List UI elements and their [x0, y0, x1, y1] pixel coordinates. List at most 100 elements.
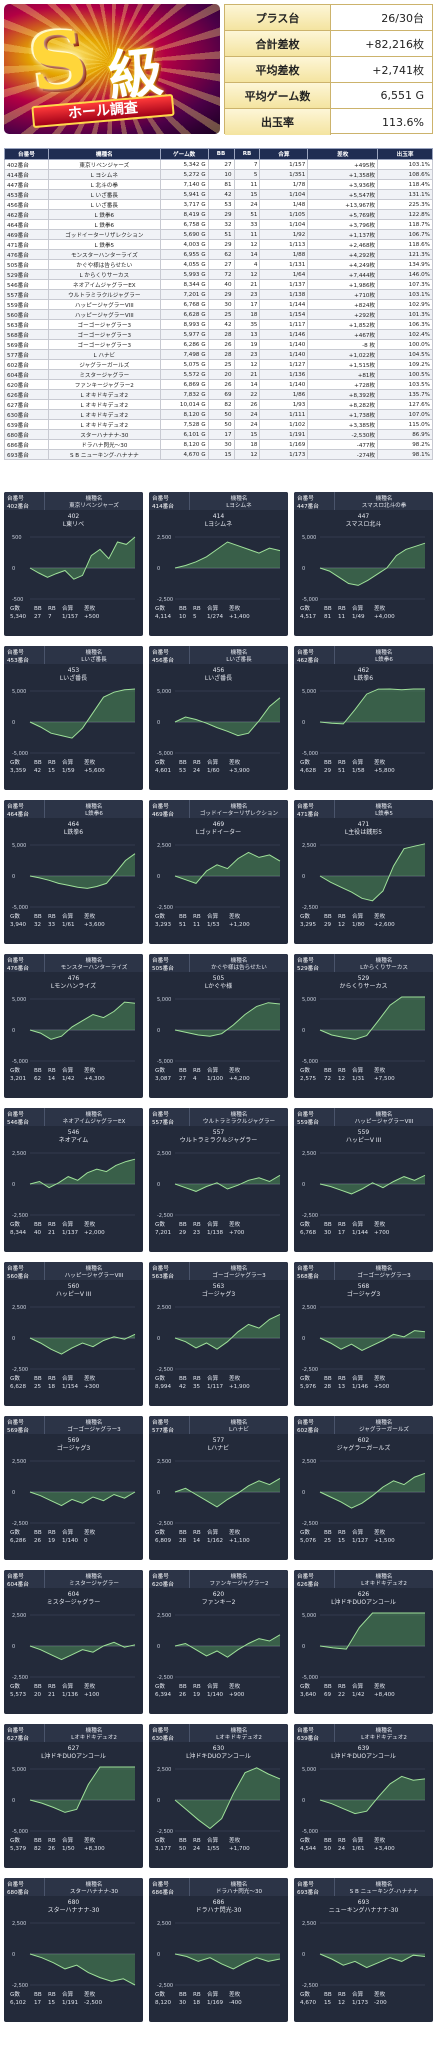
col-header: BB: [207, 148, 235, 160]
card-label: 台番号: [297, 804, 314, 810]
diff-graph: 5,000 0 -5,000: [12, 688, 136, 757]
graph-card[interactable]: 台番号 464番台 機種名 L鉄拳6 464 L鉄拳6 5,000 0 -5,000 G数 BB RB…: [4, 800, 143, 944]
card-title: 464 L鉄拳6: [4, 818, 143, 837]
col-header: ゲーム数: [159, 148, 209, 160]
foot-rb: 24: [338, 1846, 346, 1852]
axis-tick-label: 0: [157, 1028, 160, 1034]
card-title: 604 ミスタージャグラー: [4, 1588, 143, 1607]
table-cell: 3,717 G: [159, 199, 209, 210]
graph-card[interactable]: 台番号 560番台 機種名 ハッピージャグラーVIII 560 ハッピーV III 2,50…: [4, 1262, 143, 1406]
graph-card[interactable]: 台番号 602番台 機種名 ジャグラーガールズ 602 ジャグラーガールズ 2,500 0 -2…: [294, 1416, 433, 1560]
foot-label: BB: [324, 1376, 332, 1382]
card-footer: G数 BB RB 合算 差枚 5,340 27 7 1/157 +500: [4, 605, 143, 621]
graph-card[interactable]: 台番号 693番台 機種名 S B ニューキング-ハナナナ 693 ニューキングハナナナ-…: [294, 1878, 433, 2022]
graph-card[interactable]: 台番号 577番台 機種名 Lハナビ 577 Lハナビ 2,500 0 -2,500 G数 BB RB…: [149, 1416, 288, 1560]
graph-card[interactable]: 台番号 626番台 機種名 Lオキドキデュオ2 626 L沖ドキDUOアンコール 5,000…: [294, 1570, 433, 1714]
graph-card[interactable]: 台番号 462番台 機種名 L鉄拳6 462 L鉄拳6 5,000 0 -5,000 G数 BB RB…: [294, 646, 433, 790]
diff-graph: 5,000 0 -5,000: [302, 688, 425, 757]
table-cell: 12: [233, 269, 261, 280]
card-chart-holder: 5,000 0 -5,000: [149, 685, 288, 759]
table-cell: 5,941 G: [159, 189, 209, 200]
graph-card[interactable]: 台番号 569番台 機種名 ゴーゴージャグラー3 569 ゴージャグ3 2,500 0 -2,5…: [4, 1416, 143, 1560]
graph-card[interactable]: 台番号 402番台 機種名 東京リベンジャーズ 402 L東リベ 500 0 -500 G数 BB R…: [4, 492, 143, 636]
card-machine-no: 台番号 447番台: [294, 492, 334, 510]
card-machine-no: 台番号 693番台: [294, 1878, 334, 1896]
foot-rb: 21: [48, 1692, 56, 1698]
graph-card[interactable]: 台番号 471番台 機種名 L鉄拳5 471 L主役は銭形5 2,500 0 -2,500 G数 B…: [294, 800, 433, 944]
graph-card[interactable]: 台番号 456番台 機種名 Lいざ番長 456 Lいざ番長 5,000 0 -5,000 G数 BB…: [149, 646, 288, 790]
foot-rb: 26: [48, 1846, 56, 1852]
card-machine-no: 台番号 680番台: [4, 1878, 44, 1896]
foot-label: 合算: [207, 914, 219, 920]
diff-area: [320, 1776, 425, 1814]
axis-tick-label: 0: [302, 1952, 305, 1958]
card-title-text: スターハナナナ-30: [47, 1907, 100, 1914]
foot-label: G数: [300, 760, 310, 766]
foot-label: 差枚: [84, 1068, 96, 1074]
foot-g: 3,359: [10, 768, 27, 774]
foot-bb: 72: [324, 1076, 332, 1082]
table-cell: 1/93: [259, 399, 309, 410]
table-cell: 17: [207, 429, 235, 440]
card-model: 機種名 ゴーゴージャグラー3: [189, 1262, 288, 1280]
graph-card[interactable]: 台番号 620番台 機種名 ファンキージャグラー2 620 ファンキー2 2,500 0 -2,…: [149, 1570, 288, 1714]
table-cell: 6,955 G: [159, 249, 209, 260]
card-title: 686 ドラハナ閃光-30: [149, 1896, 288, 1915]
graph-card[interactable]: 台番号 469番台 機種名 ゴッドイーターリザレクション 469 Lゴッドイーター 2,50…: [149, 800, 288, 944]
foot-gs: 1/154: [62, 1384, 79, 1390]
foot-label: 合算: [352, 1222, 364, 1228]
card-model-name: ゴーゴージャグラー3: [67, 1427, 121, 1432]
graph-card[interactable]: 台番号 559番台 機種名 ハッピージャグラーVIII 559 ハッピーV III 2,50…: [294, 1108, 433, 1252]
card-title-text: ゴージャグ3: [56, 1445, 91, 1452]
graph-card[interactable]: 台番号 604番台 機種名 ミスタージャグラー 604 ミスタージャグラー 2,500 0 -2…: [4, 1570, 143, 1714]
graph-card[interactable]: 台番号 680番台 機種名 スターハナナナ-30 680 スターハナナナ-30 2,500 0…: [4, 1878, 143, 2022]
card-num: 414: [212, 513, 225, 520]
foot-rb: 12: [338, 922, 346, 928]
diff-line: [319, 1612, 425, 1650]
graph-card[interactable]: 台番号 686番台 機種名 ドラハナ閃光～30 686 ドラハナ閃光-30 2,500 0 -2…: [149, 1878, 288, 2022]
diff-area: [320, 843, 425, 901]
graph-card[interactable]: 台番号 546番台 機種名 ネオアイムジャグラーEX 546 ネオアイム 2,500 0 -2,…: [4, 1108, 143, 1252]
graph-card[interactable]: 台番号 639番台 機種名 Lオキドキデュオ2 639 L沖ドキDUOアンコール 5,000…: [294, 1724, 433, 1868]
foot-g: 8,120: [155, 2000, 172, 2006]
graph-card[interactable]: 台番号 414番台 機種名 Lヨシムネ 414 Lヨシムネ 2,500 0 -2,500 G数 BB…: [149, 492, 288, 636]
card-label: 台番号: [7, 958, 24, 964]
card-label: 台番号: [152, 1420, 169, 1426]
graph-card[interactable]: 台番号 529番台 機種名 Lからくりサーカス 529 からくりサーカス 5,000 0 -5,…: [294, 954, 433, 1098]
table-cell: 6,101 G: [159, 429, 209, 440]
card-title-text: Lいざ番長: [204, 675, 233, 682]
table-cell: ウルトラミラクルジャグラー: [47, 289, 161, 300]
axis-tick-label: 2,500: [302, 1459, 316, 1465]
foot-rb: 19: [48, 1538, 56, 1544]
table-row: 626番台 L オキドキデュオ2 7,832 G 69 22 1/86 +8,392枚 135…: [4, 389, 433, 400]
foot-label: 合算: [207, 1992, 219, 1998]
foot-diff: +500: [84, 614, 100, 620]
graph-card[interactable]: 台番号 630番台 機種名 Lオキドキデュオ2 630 L沖ドキDUOアンコール 2,500…: [149, 1724, 288, 1868]
graph-card[interactable]: 台番号 627番台 機種名 Lオキドキデュオ2 627 L沖ドキDUOアンコール 5,000…: [4, 1724, 143, 1868]
card-model-name: ドラハナ閃光～30: [215, 1889, 263, 1894]
table-cell: 557番台: [4, 289, 49, 300]
graph-card[interactable]: 台番号 476番台 機種名 モンスターハンターライズ 476 Lモンハンライズ 5,000 0…: [4, 954, 143, 1098]
graph-card[interactable]: 台番号 557番台 機種名 ウルトラミラクルジャグラー 557 ウルトラミラクルジャグラー…: [149, 1108, 288, 1252]
foot-gs: 1/138: [207, 1230, 224, 1236]
foot-label: BB: [324, 760, 332, 766]
axis-tick-label: -2,500: [12, 1675, 28, 1681]
foot-gs: 1/58: [352, 768, 365, 774]
card-model: 機種名 ファンキージャグラー2: [189, 1570, 288, 1588]
foot-label: 合算: [207, 1068, 219, 1074]
table-cell: 131.1%: [377, 189, 433, 200]
foot-label: 合算: [207, 760, 219, 766]
axis-tick-label: 0: [12, 1182, 15, 1188]
table-cell: 469番台: [4, 229, 49, 240]
graph-card[interactable]: 台番号 453番台 機種名 Lいざ番長 453 Lいざ番長 5,000 0 -5,000 G数 BB…: [4, 646, 143, 790]
graph-card[interactable]: 台番号 505番台 機種名 かぐや様は告らせたい 505 Lかぐや様 5,000 0 -5,00…: [149, 954, 288, 1098]
graph-card[interactable]: 台番号 568番台 機種名 ゴーゴージャグラー3 568 ゴージャグ3 2,500 0 -2,5…: [294, 1262, 433, 1406]
card-no: 456番台: [152, 658, 174, 664]
graph-card[interactable]: 台番号 563番台 機種名 ゴーゴージャグラー3 563 ゴージャグ3 2,500 0 -2,5…: [149, 1262, 288, 1406]
table-cell: 1/140: [259, 339, 309, 350]
table-cell: 72: [207, 269, 235, 280]
card-num: 693: [357, 1899, 370, 1906]
graph-card[interactable]: 台番号 447番台 機種名 スマスロ北斗の拳 447 スマスロ北斗 5,000 0 -5,000…: [294, 492, 433, 636]
card-no: 453番台: [7, 658, 29, 664]
card-machine-no: 台番号 602番台: [294, 1416, 334, 1434]
